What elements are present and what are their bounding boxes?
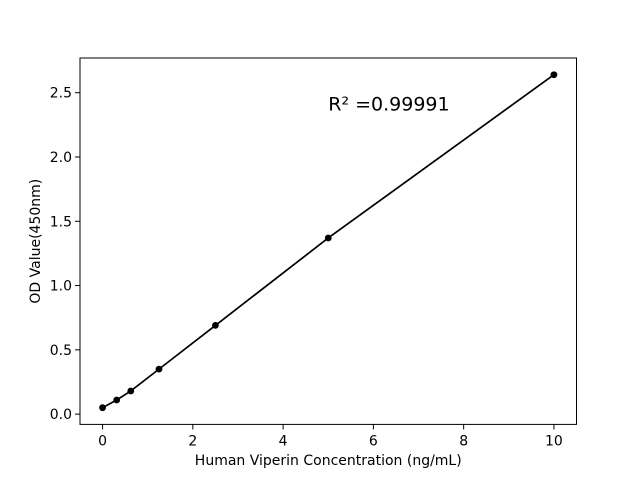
plot-border bbox=[79, 57, 577, 425]
y-tick-label: 1.0 bbox=[50, 279, 72, 295]
x-axis-label: Human Viperin Concentration (ng/mL) bbox=[195, 453, 462, 469]
x-tick-label: 4 bbox=[279, 433, 288, 449]
x-tick-label: 8 bbox=[459, 433, 468, 449]
y-axis-label: OD Value(450nm) bbox=[28, 179, 44, 304]
data-point bbox=[113, 396, 121, 404]
data-point bbox=[324, 234, 332, 242]
y-tick-label: 2.5 bbox=[50, 86, 72, 102]
y-tick-label: 0.5 bbox=[50, 343, 72, 359]
y-tick-label: 1.5 bbox=[50, 214, 72, 230]
x-tick-label: 2 bbox=[188, 433, 197, 449]
data-point bbox=[99, 404, 106, 412]
x-tick-label: 10 bbox=[545, 433, 563, 449]
x-tick-label: 6 bbox=[369, 433, 378, 449]
x-tick-label: 0 bbox=[98, 433, 107, 449]
data-point bbox=[550, 71, 558, 79]
data-point bbox=[155, 365, 163, 373]
data-point bbox=[127, 387, 135, 395]
y-tick-label: 0.0 bbox=[50, 407, 72, 423]
y-tick-label: 2.0 bbox=[50, 150, 72, 166]
data-point bbox=[212, 322, 219, 329]
r-squared-annotation: R² =0.99991 bbox=[328, 94, 449, 116]
